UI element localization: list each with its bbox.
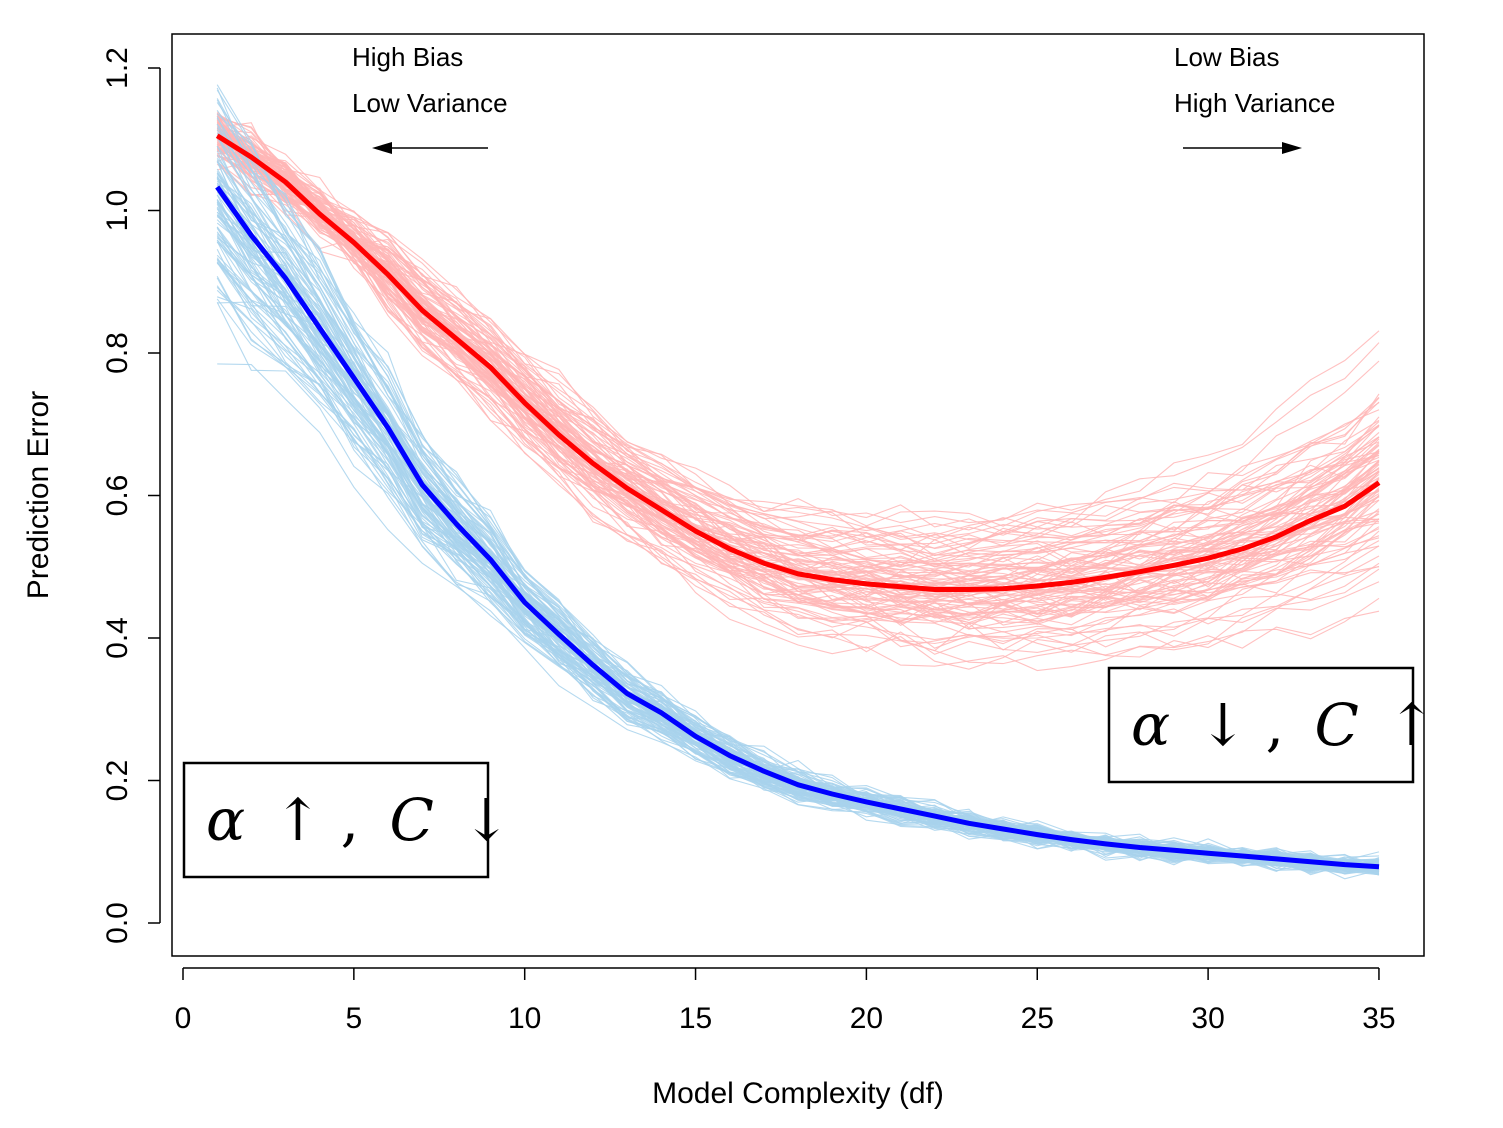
right-box-alpha: α: [1131, 691, 1170, 759]
test-sample-curve: [216, 137, 1380, 665]
test-sample-curve: [216, 129, 1380, 604]
test-sample-curve: [216, 117, 1380, 587]
test-sample-curve: [217, 150, 1380, 567]
x-tick-label: 0: [175, 1002, 192, 1035]
test-sample-curve: [216, 123, 1380, 539]
right-box-c-arrow: ↑: [1387, 691, 1436, 759]
test-sample-curve: [216, 122, 1380, 544]
test-sample-curve: [216, 137, 1380, 625]
y-tick-label: 0.6: [101, 475, 134, 517]
annotation-low-bias: Low Bias: [1174, 42, 1280, 72]
y-tick-label: 1.0: [101, 190, 134, 232]
y-tick-label: 0.4: [101, 617, 134, 659]
plot-frame: [171, 33, 1425, 957]
x-tick-label: 10: [508, 1002, 541, 1035]
y-axis-title: Prediction Error: [22, 391, 55, 599]
train-sample-curve: [216, 123, 1380, 867]
annotation-low-variance: Low Variance: [352, 88, 508, 118]
test-sample-curve: [216, 126, 1380, 568]
annotation-high-bias: High Bias: [352, 42, 463, 72]
test-sample-curve: [216, 127, 1380, 547]
x-axis: 0 5 10 15 20 25 30 35: [175, 967, 1396, 1035]
test-sample-curve: [216, 117, 1380, 533]
test-sample-curve: [216, 130, 1380, 588]
test-sample-curve: [217, 122, 1380, 550]
right-box-comma: ,: [1266, 691, 1284, 759]
alpha-down-c-up-box: α ↓ , C ↑: [1107, 666, 1436, 784]
test-sample-curves: [216, 111, 1380, 672]
y-tick-label: 0.0: [101, 902, 134, 944]
test-sample-curve: [216, 132, 1380, 567]
test-sample-curve: [216, 122, 1380, 567]
test-sample-curve: [216, 163, 1380, 672]
x-tick-label: 30: [1191, 1002, 1224, 1035]
test-sample-curve: [216, 115, 1380, 555]
right-arrow-icon: [1183, 142, 1302, 154]
x-tick-label: 5: [346, 1002, 363, 1035]
test-sample-curve: [216, 119, 1380, 581]
test-sample-curve: [216, 121, 1380, 568]
test-sample-curve: [216, 121, 1380, 544]
test-sample-curve: [216, 137, 1380, 594]
left-box-c-arrow: ↓: [462, 786, 511, 854]
test-sample-curve: [216, 132, 1380, 566]
y-tick-label: 1.2: [101, 47, 134, 89]
test-sample-curve: [216, 123, 1380, 585]
left-arrow-icon: [372, 142, 488, 154]
test-sample-curve: [216, 113, 1380, 598]
annotation-high-variance: High Variance: [1174, 88, 1335, 118]
test-sample-curve: [216, 143, 1380, 648]
right-box-alpha-arrow: ↓: [1199, 691, 1248, 759]
test-sample-curve: [217, 149, 1380, 625]
test-sample-curve: [216, 113, 1380, 527]
test-sample-curve: [216, 111, 1380, 566]
svg-text:α ↑ , C: α ↑ , C ↓: [206, 786, 511, 854]
test-sample-curve: [217, 156, 1380, 622]
test-sample-curve: [216, 113, 1380, 524]
y-axis: 0.0 0.2 0.4 0.6 0.8 1.0 1.2: [101, 47, 161, 944]
test-sample-curve: [216, 136, 1380, 572]
training-error-mean-line: [215, 185, 1380, 870]
x-tick-label: 20: [850, 1002, 883, 1035]
y-tick-label: 0.8: [101, 332, 134, 374]
test-sample-curve: [216, 129, 1380, 562]
test-sample-curve: [216, 136, 1380, 573]
test-error-mean-line: [215, 133, 1381, 592]
x-tick-label: 35: [1362, 1002, 1395, 1035]
train-sample-curve: [216, 146, 1380, 876]
left-box-c: C: [390, 786, 434, 854]
train-sample-curve: [216, 102, 1380, 868]
test-sample-curve: [216, 142, 1380, 601]
train-sample-curve: [216, 145, 1380, 868]
test-sample-curve: [217, 148, 1380, 602]
test-sample-curve: [217, 136, 1380, 596]
left-box-alpha: α: [206, 786, 245, 854]
svg-text:α ↓ , C: α ↓ , C ↑: [1131, 691, 1436, 759]
left-box-alpha-arrow: ↑: [274, 786, 323, 854]
test-sample-curve: [216, 141, 1380, 600]
test-sample-curve: [216, 134, 1380, 633]
x-axis-title: Model Complexity (df): [652, 1077, 944, 1110]
test-sample-curve: [216, 128, 1380, 585]
y-tick-label: 0.2: [101, 760, 134, 802]
test-sample-curve: [216, 127, 1380, 586]
right-box-c: C: [1315, 691, 1359, 759]
test-sample-curve: [216, 154, 1380, 639]
alpha-up-c-down-box: α ↑ , C ↓: [182, 761, 511, 879]
x-tick-label: 15: [679, 1002, 712, 1035]
test-sample-curve: [216, 118, 1380, 598]
x-tick-label: 25: [1021, 1002, 1054, 1035]
left-box-comma: ,: [341, 786, 359, 854]
